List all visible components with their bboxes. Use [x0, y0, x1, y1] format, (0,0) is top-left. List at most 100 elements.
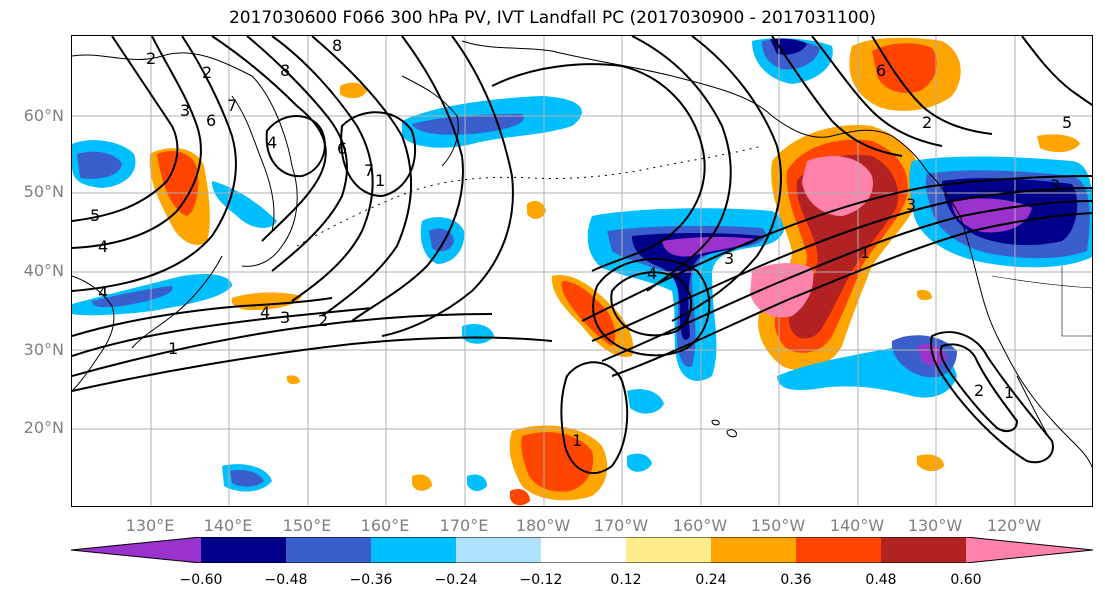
- shade-pos-tropics-small: [412, 474, 432, 491]
- contour-ridge-1: [491, 63, 706, 272]
- contour-label: 4: [267, 133, 277, 152]
- colorbar-tick-label: −0.12: [519, 572, 563, 588]
- lon-label-120w: 120°W: [986, 516, 1042, 535]
- lon-label-160e: 160°E: [360, 516, 410, 535]
- contour-label: 5: [1062, 113, 1072, 132]
- contour-1d: [72, 336, 553, 392]
- shade-neg-central-purple: [662, 236, 757, 257]
- contour-jet-4: [611, 212, 1092, 377]
- contour-label: 4: [647, 264, 657, 283]
- shade-pos-dateline-small: [527, 200, 546, 219]
- colorbar-tick-label: 0.12: [610, 572, 642, 588]
- contour-label: 1: [375, 171, 385, 190]
- colorbar-segment: [626, 537, 711, 563]
- border-state-2: [1061, 266, 1092, 337]
- contour-label: 2: [202, 63, 212, 82]
- shade-pos-tropics-core: [521, 432, 594, 492]
- pv-contours: [72, 36, 1092, 475]
- shade-neg-tropics-west-core: [230, 470, 264, 487]
- shade-neg-tropics-small: [462, 324, 494, 344]
- contour-trough-2: [246, 36, 348, 272]
- contour-subtropic-east-inner: [939, 343, 1019, 433]
- lon-label-180w: 180°W: [515, 516, 571, 535]
- shade-pos-wedge-core: [561, 281, 616, 346]
- lat-label-40n: 40°N: [23, 261, 64, 280]
- contour-label: 7: [364, 161, 374, 180]
- colorbar-segment: [371, 537, 456, 563]
- colorbar-segment: [796, 537, 881, 563]
- contour-low-central: [610, 271, 693, 337]
- colorbar-tick-label: 0.24: [695, 572, 727, 588]
- contour-subtropic-east: [930, 331, 1054, 464]
- contour-jet-2: [591, 187, 1092, 342]
- coast-alaska: [461, 40, 928, 172]
- contour-jet-3: [601, 200, 1092, 362]
- coast-asia: [72, 52, 298, 267]
- lat-label-50n: 50°N: [23, 182, 64, 201]
- colorbar-segment: [456, 537, 541, 563]
- coastlines: [72, 40, 1092, 468]
- shading-layer: [72, 37, 1092, 506]
- contour-label: 2: [318, 311, 328, 330]
- colorbar-segment: [541, 537, 626, 563]
- coast-baja: [1016, 375, 1048, 435]
- contour-label: 1: [168, 339, 178, 358]
- shade-neg-west-core: [77, 151, 122, 179]
- contour-west-3: [72, 36, 237, 292]
- colorbar-svg: [70, 536, 1094, 564]
- shade-pos-east-small: [917, 454, 944, 472]
- colorbar-segment: [881, 537, 966, 563]
- coast-hawaii-1: [726, 429, 737, 438]
- contour-label: 4: [98, 237, 108, 256]
- colorbar-tick-label: 0.36: [780, 572, 812, 588]
- coast-hawaii-2: [711, 419, 720, 426]
- coast-chukotka: [401, 75, 459, 167]
- lon-label-140e: 140°E: [203, 516, 253, 535]
- contour-jet-1: [581, 175, 1092, 322]
- contour-label-group: 2 2 3 6 7 8 8 4 6 7 5 4 4 4 3 2 1 4 3 3 …: [90, 36, 1072, 450]
- contour-1c: [72, 313, 493, 377]
- contour-1a: [72, 297, 333, 337]
- contour-trough-1: [211, 36, 327, 242]
- lon-label-150w: 150°W: [750, 516, 806, 535]
- contour-label: 7: [227, 96, 237, 115]
- colorbar-tick-label: −0.60: [179, 572, 223, 588]
- contour-alaska-2: [811, 36, 943, 147]
- contour-dateline-2: [381, 36, 514, 337]
- map-svg: 2 2 3 6 7 8 8 4 6 7 5 4 4 4 3 2 1 4 3 3 …: [72, 36, 1092, 506]
- shade-pos-tropics-small-2: [510, 489, 530, 506]
- contour-subtropic-west: [560, 361, 629, 475]
- contour-west-2: [72, 36, 202, 249]
- contour-label: 3: [180, 101, 190, 120]
- contour-dateline-1: [351, 36, 464, 322]
- shade-pos-ridge-pink-south: [750, 263, 814, 318]
- contour-label: 3: [280, 308, 290, 327]
- shade-pos-ridge-pink-north: [802, 156, 873, 216]
- contour-label: 8: [332, 36, 342, 55]
- shade-pos-tiny-2: [917, 289, 932, 301]
- plot-title: 2017030600 F066 300 hPa PV, IVT Landfall…: [228, 8, 876, 28]
- contour-label: 2: [974, 381, 984, 400]
- lon-label-170w: 170°W: [593, 516, 649, 535]
- contour-label: 6: [337, 139, 347, 158]
- contour-label: 8: [280, 61, 290, 80]
- colorbar-tick-label: 0.60: [950, 572, 982, 588]
- colorbar-tick-label: −0.36: [349, 572, 393, 588]
- coast-kamchatka: [231, 95, 275, 232]
- lat-label-60n: 60°N: [23, 106, 64, 125]
- shade-neg-tropics-small-2: [627, 453, 652, 472]
- shade-neg-south-japan-core: [92, 286, 173, 308]
- colorbar-tick-label: −0.48: [264, 572, 308, 588]
- contour-label: 2: [922, 113, 932, 132]
- colorbar-tick-label: −0.24: [434, 572, 478, 588]
- contour-label: 5: [90, 206, 100, 225]
- contour-label: 3: [1050, 176, 1060, 195]
- shade-pos-bering-small: [340, 82, 367, 99]
- colorbar-segment: [711, 537, 796, 563]
- shade-neg-tropics-mid: [627, 389, 664, 414]
- lon-label-150e: 150°E: [282, 516, 332, 535]
- coast-aleutians: [296, 145, 763, 247]
- colorbar-tick-label: 0.48: [865, 572, 897, 588]
- lon-label-130w: 130°W: [907, 516, 963, 535]
- contour-label: 3: [906, 195, 916, 214]
